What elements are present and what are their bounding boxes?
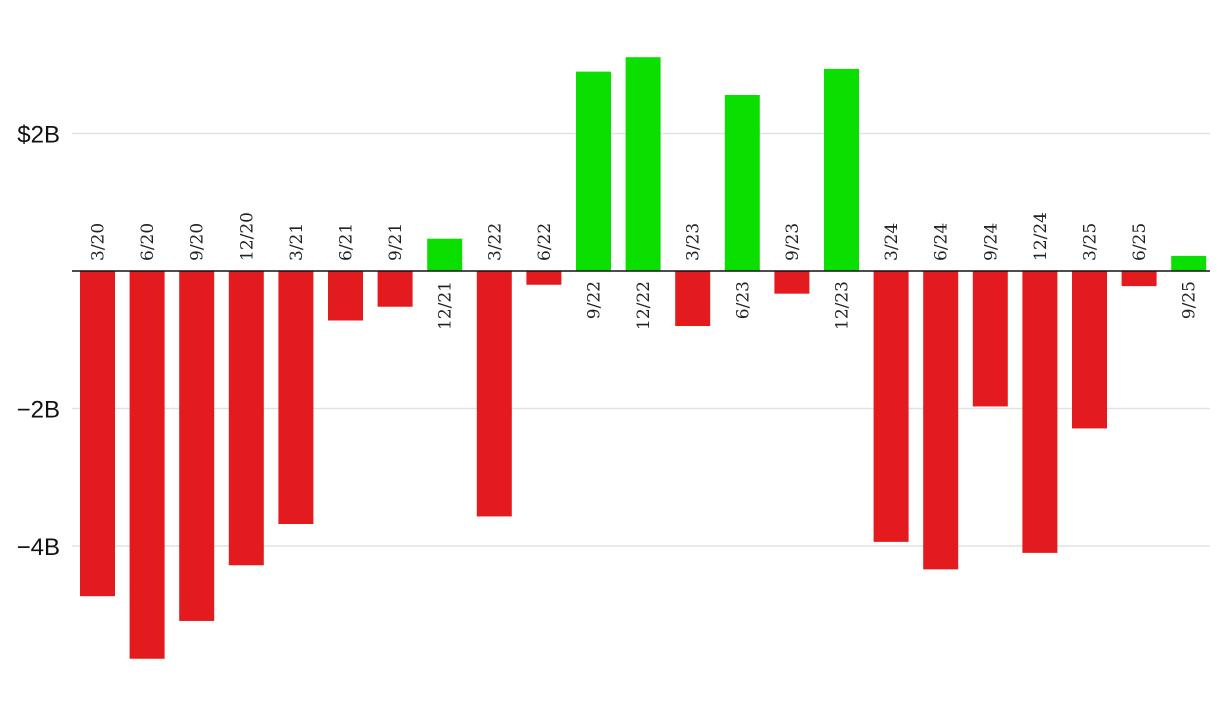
bar (824, 68, 859, 271)
x-tick-label: 12/24 (1031, 212, 1051, 261)
bar (675, 271, 711, 326)
x-tick-label: 6/24 (932, 223, 952, 261)
bar (576, 71, 611, 271)
bar (129, 271, 165, 659)
x-tick-label: 12/21 (436, 281, 456, 330)
x-tick-label: 9/21 (386, 223, 406, 261)
y-tick-label: −4B (17, 534, 60, 561)
bar (476, 271, 512, 517)
bar (923, 271, 959, 570)
x-tick-label: 12/23 (833, 281, 853, 330)
x-tick-label: 3/25 (1081, 223, 1101, 261)
bar (1121, 271, 1157, 287)
x-tick-label: 9/23 (783, 223, 803, 261)
x-tick-label: 12/22 (634, 281, 654, 330)
bar (873, 271, 909, 542)
x-tick-label: 3/22 (485, 223, 505, 261)
bar (774, 271, 810, 294)
x-tick-label: 6/25 (1130, 223, 1150, 261)
bar (80, 271, 115, 597)
x-tick-label: 9/20 (188, 223, 208, 261)
x-tick-label: 6/23 (733, 281, 753, 319)
bar (278, 271, 314, 524)
x-tick-label: 3/20 (89, 223, 109, 261)
x-tick-label: 9/24 (981, 223, 1001, 261)
bar (328, 271, 363, 321)
bar (427, 238, 463, 271)
y-tick-label: −2B (17, 397, 60, 424)
bars (80, 57, 1207, 659)
bar (179, 271, 215, 621)
bar (625, 57, 661, 271)
x-tick-label: 6/20 (138, 223, 158, 261)
y-tick-label: $2B (17, 122, 60, 149)
bar (377, 271, 413, 307)
bar (972, 271, 1008, 407)
bar (724, 95, 760, 271)
x-tick-label: 6/21 (337, 223, 357, 261)
bar (1072, 271, 1107, 429)
x-tick-label: 6/22 (535, 223, 555, 261)
x-tick-label: 12/20 (237, 212, 257, 261)
x-axis-tick-labels: 3/20 6/20 9/20 12/20 3/21 6/21 9/21 12/21 3/22 6/… (89, 212, 1200, 330)
bar (1022, 271, 1058, 553)
y-axis-tick-labels: $2B −2B −4B (17, 122, 60, 562)
bar (1171, 255, 1207, 271)
x-tick-label: 9/25 (1180, 281, 1200, 319)
x-tick-label: 3/23 (684, 223, 704, 261)
x-tick-label: 3/21 (287, 223, 307, 261)
bar (228, 271, 264, 566)
x-tick-label: 9/22 (585, 281, 605, 319)
x-tick-label: 3/24 (882, 223, 902, 261)
bar (526, 271, 562, 285)
